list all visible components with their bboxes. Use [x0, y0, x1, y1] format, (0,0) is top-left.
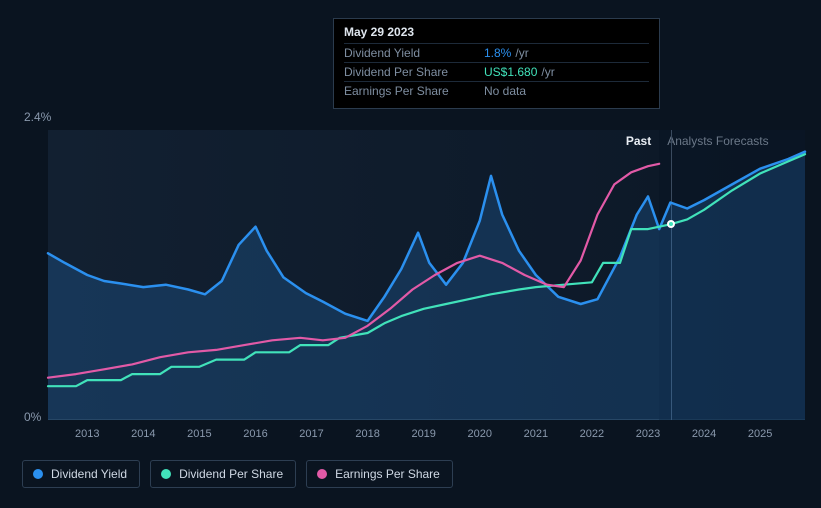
- legend-item-dividend_per_share[interactable]: Dividend Per Share: [150, 460, 296, 488]
- x-axis: 2013 2014 2015 2016 2017 2018 2019 2020 2021 2022…: [48, 428, 805, 448]
- legend-dot-icon: [161, 469, 171, 479]
- tooltip-row-label: Dividend Per Share: [344, 65, 484, 79]
- legend-dot-icon: [33, 469, 43, 479]
- legend-item-earnings_per_share[interactable]: Earnings Per Share: [306, 460, 453, 488]
- tooltip-row: Earnings Per ShareNo data: [344, 81, 649, 100]
- legend-dot-icon: [317, 469, 327, 479]
- plot-area[interactable]: Past Analysts Forecasts: [48, 130, 805, 420]
- legend: Dividend Yield Dividend Per Share Earnings…: [22, 460, 453, 488]
- tooltip-row-value: 1.8%: [484, 46, 511, 60]
- chart-series: [48, 130, 805, 420]
- x-axis-tick: 2016: [243, 428, 267, 440]
- legend-item-label: Dividend Yield: [51, 467, 127, 481]
- tooltip-row: Dividend Yield1.8% /yr: [344, 43, 649, 62]
- x-axis-tick: 2025: [748, 428, 772, 440]
- x-axis-tick: 2017: [299, 428, 323, 440]
- tooltip-row-label: Dividend Yield: [344, 46, 484, 60]
- tooltip-row-suffix: /yr: [515, 46, 528, 60]
- x-axis-tick: 2013: [75, 428, 99, 440]
- x-axis-tick: 2022: [580, 428, 604, 440]
- x-axis-tick: 2024: [692, 428, 716, 440]
- tooltip-row: Dividend Per ShareUS$1.680/yr: [344, 62, 649, 81]
- dividend-chart: Past Analysts Forecasts 2.4% 0% 2013 2014…: [0, 0, 821, 508]
- x-axis-tick: 2015: [187, 428, 211, 440]
- x-axis-tick: 2019: [411, 428, 435, 440]
- legend-item-label: Earnings Per Share: [335, 467, 440, 481]
- hover-tooltip: May 29 2023 Dividend Yield1.8%/yrDividen…: [333, 18, 660, 109]
- tooltip-row-label: Earnings Per Share: [344, 84, 484, 98]
- tooltip-row-suffix: /yr: [541, 65, 554, 79]
- x-axis-tick: 2018: [355, 428, 379, 440]
- x-axis-tick: 2020: [468, 428, 492, 440]
- legend-item-dividend_yield[interactable]: Dividend Yield: [22, 460, 140, 488]
- tooltip-row-value: US$1.680: [484, 65, 537, 79]
- y-axis-label-min: 0%: [24, 410, 41, 424]
- x-axis-tick: 2021: [524, 428, 548, 440]
- tooltip-row-value: No data: [484, 84, 526, 98]
- x-axis-tick: 2023: [636, 428, 660, 440]
- hover-marker: [667, 220, 675, 228]
- legend-item-label: Dividend Per Share: [179, 467, 283, 481]
- y-axis-label-max: 2.4%: [24, 110, 51, 124]
- tooltip-date: May 29 2023: [344, 25, 649, 39]
- x-axis-tick: 2014: [131, 428, 155, 440]
